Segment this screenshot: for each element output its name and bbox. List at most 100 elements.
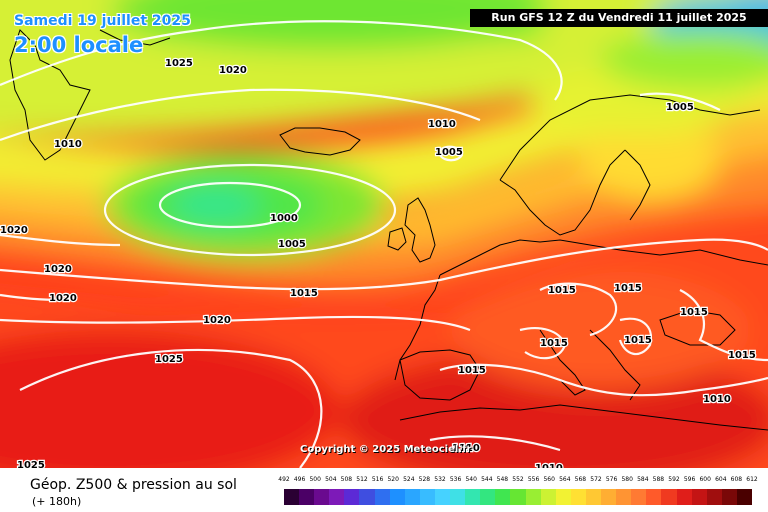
color-scale-swatch	[374, 489, 391, 505]
model-run-label: Run GFS 12 Z du Vendredi 11 juillet 2025	[470, 9, 768, 27]
isobar-label: 1000	[270, 213, 298, 224]
color-scale-label: 576	[605, 476, 618, 483]
color-scale-swatch	[359, 489, 376, 505]
isobar-label: 1010	[535, 463, 563, 468]
isobar-label: 1015	[458, 365, 486, 376]
color-scale-label: 524	[403, 476, 415, 483]
color-scale-swatch	[510, 489, 527, 505]
forecast-date: Samedi 19 juillet 2025	[14, 13, 191, 29]
color-scale-swatch	[570, 489, 587, 505]
legend-bar: Géop. Z500 & pression au sol (+ 180h) 49…	[0, 468, 768, 512]
color-scale-label: 496	[293, 476, 306, 483]
color-scale-label: 492	[278, 476, 290, 483]
color-scale-swatch	[661, 489, 677, 505]
isobar-label: 1015	[728, 350, 756, 361]
color-scale-label: 580	[621, 476, 633, 483]
color-scale-label: 544	[481, 476, 493, 483]
color-scale-swatch	[616, 489, 632, 505]
color-scale-label: 588	[652, 476, 665, 483]
color-scale-label: 528	[418, 476, 431, 483]
color-scale-label: 540	[465, 476, 477, 483]
isobar-label: 1025	[17, 460, 45, 468]
coastlines	[9, 29, 768, 431]
color-scale-swatch	[585, 489, 602, 505]
color-scale-label: 600	[699, 476, 711, 483]
color-scale-swatch	[404, 489, 421, 505]
color-scale-swatch	[646, 489, 662, 505]
color-scale-label: 560	[543, 476, 555, 483]
color-scale-label: 592	[668, 476, 680, 483]
isobar-label: 1015	[290, 288, 318, 299]
isobar-label: 1010	[54, 139, 82, 150]
color-scale-label: 572	[590, 476, 602, 483]
color-scale-label: 500	[309, 476, 321, 483]
color-scale-swatch	[450, 489, 466, 505]
isobar-label: 1015	[624, 335, 652, 346]
color-scale-label: 536	[449, 476, 462, 483]
forecast-hour: (+ 180h)	[32, 495, 82, 508]
color-scale-label: 532	[434, 476, 446, 483]
isobar-label: 1015	[680, 307, 708, 318]
parameter-title: Géop. Z500 & pression au sol	[30, 477, 237, 493]
color-scale-label: 512	[356, 476, 368, 483]
copyright-notice: Copyright © 2025 Meteociel.fr	[300, 444, 472, 455]
color-scale-label: 584	[637, 476, 649, 483]
color-scale-swatch	[555, 489, 572, 505]
color-scale-label: 604	[715, 476, 727, 483]
color-scale-swatch	[389, 489, 406, 505]
color-scale-swatch	[721, 489, 738, 505]
isobar-label: 1020	[44, 264, 72, 275]
color-scale-swatch	[465, 489, 481, 505]
isobar-label: 1015	[548, 285, 576, 296]
color-scale-swatch	[691, 489, 708, 505]
color-scale-swatch	[601, 489, 617, 505]
isobar-label: 1020	[0, 225, 28, 236]
color-scale-swatch	[329, 489, 345, 505]
color-scale-swatch	[419, 489, 436, 505]
isobar-label: 1005	[435, 147, 463, 158]
color-scale	[284, 489, 753, 505]
color-scale-swatch	[525, 489, 542, 505]
color-scale-label: 516	[371, 476, 384, 483]
isobar-label: 1025	[155, 354, 183, 365]
color-scale-swatch	[299, 489, 315, 505]
isobar-label: 1020	[49, 293, 77, 304]
color-scale-swatch	[344, 489, 360, 505]
color-scale-label: 508	[340, 476, 353, 483]
isobar-label: 1005	[278, 239, 306, 250]
color-scale-label: 504	[325, 476, 337, 483]
color-scale-label: 568	[574, 476, 587, 483]
isobar-label: 1110	[452, 443, 480, 454]
color-scale-label: 556	[527, 476, 540, 483]
isobar-labels: 1025 1020 1010 1020 1020 1020 1010 1005 …	[0, 57, 757, 468]
color-scale-label: 520	[387, 476, 399, 483]
color-scale-swatch	[314, 489, 330, 505]
color-scale-swatch	[631, 489, 647, 505]
color-scale-label: 552	[512, 476, 524, 483]
isobar-label: 1025	[165, 58, 193, 69]
color-scale-swatch	[736, 489, 753, 505]
color-scale-label: 608	[730, 476, 743, 483]
isobars	[0, 20, 768, 468]
color-scale-label: 548	[496, 476, 509, 483]
isobar-label: 1005	[666, 102, 694, 113]
color-scale-swatch	[706, 489, 723, 505]
isobar-label: 1015	[614, 283, 642, 294]
color-scale-label: 596	[683, 476, 696, 483]
isobar-label: 1010	[428, 119, 456, 130]
isobar-label: 1015	[540, 338, 568, 349]
color-scale-label: 612	[746, 476, 758, 483]
color-scale-swatch	[676, 489, 693, 505]
isobar-label: 1020	[203, 315, 231, 326]
forecast-map: 1025 1020 1010 1020 1020 1020 1010 1005 …	[0, 0, 768, 468]
color-scale-swatch	[284, 489, 300, 505]
color-scale-labels: 492 496 500 504 508 512 516 520 524 528 532 536 540 5…	[278, 476, 762, 486]
color-scale-swatch	[495, 489, 511, 505]
forecast-local-time: 2:00 locale	[14, 33, 144, 57]
color-scale-swatch	[540, 489, 557, 505]
color-scale-label: 564	[559, 476, 571, 483]
isobar-label: 1020	[219, 65, 247, 76]
color-scale-swatch	[480, 489, 496, 505]
color-scale-swatch	[434, 489, 451, 505]
